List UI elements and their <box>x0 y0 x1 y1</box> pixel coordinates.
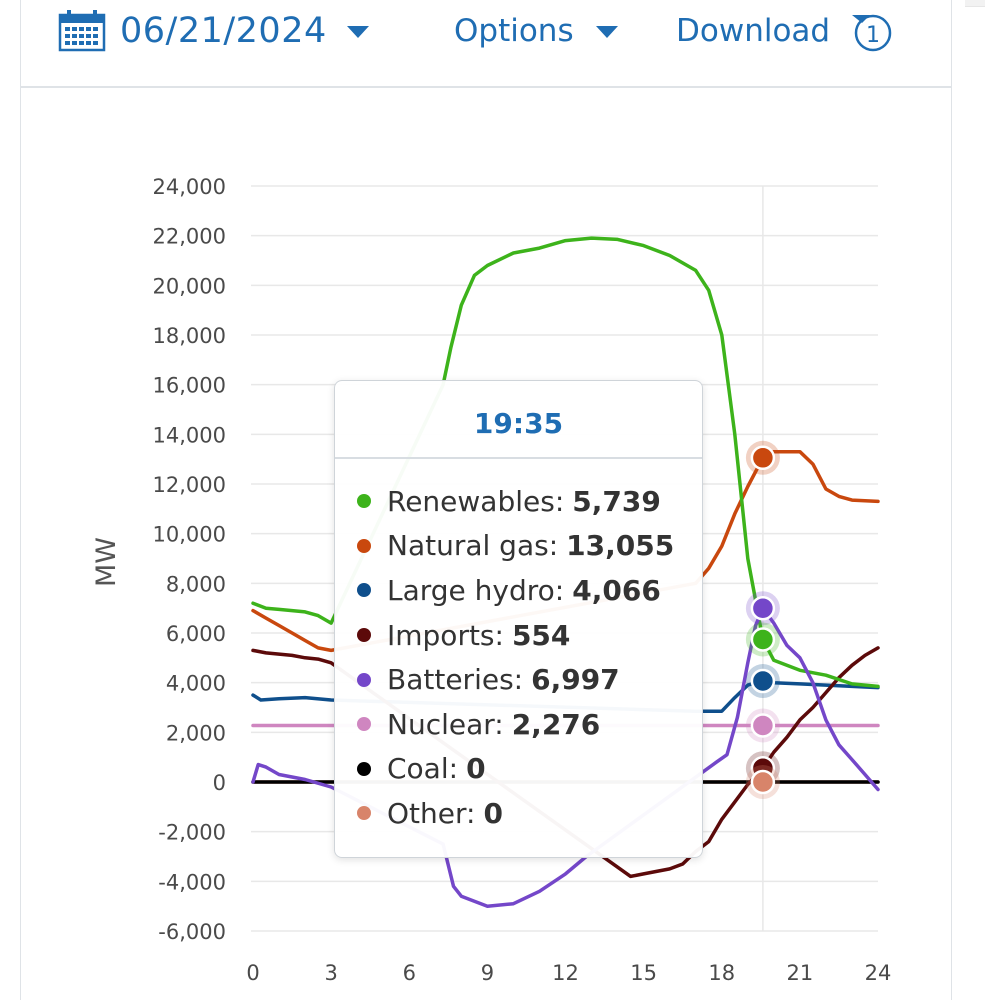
tooltip-row-value: 0 <box>466 752 486 786</box>
y-tick-label: 6,000 <box>166 622 226 646</box>
series-line-natural-gas <box>251 449 880 653</box>
x-tick-label: 0 <box>246 961 259 985</box>
y-axis: 24,000 22,000 20,000 18,000 16,000 14,000 12,0… <box>153 175 226 944</box>
chart-toolbar: 06/21/2024 Options Download 1 <box>0 0 985 60</box>
header-divider <box>20 86 951 88</box>
tooltip-row-label: Batteries: <box>387 663 524 697</box>
series-line-batteries <box>251 606 880 908</box>
tooltip-row-label: Coal: <box>387 752 459 786</box>
y-tick-label: 22,000 <box>153 225 226 249</box>
series-dot-icon <box>357 806 371 821</box>
tooltip-rows: Renewables: 5,739 Natural gas: 13,055 Large … <box>357 479 697 836</box>
y-tick-label: 16,000 <box>153 374 226 398</box>
y-tick-label: 14,000 <box>153 423 226 447</box>
options-label: Options <box>454 13 574 49</box>
tooltip-row: Coal: 0 <box>357 747 697 792</box>
y-tick-label: -4,000 <box>158 870 226 894</box>
tooltip-row-value: 2,276 <box>511 707 601 741</box>
x-tick-label: 3 <box>324 961 337 985</box>
calendar-icon <box>58 10 106 52</box>
hover-point-other <box>745 765 780 799</box>
y-tick-label: 4,000 <box>166 672 226 696</box>
tooltip-row: Renewables: 5,739 <box>357 479 697 524</box>
download-icon: 1 <box>852 14 892 52</box>
x-tick-label: 6 <box>403 961 416 985</box>
x-tick-label: 15 <box>630 961 657 985</box>
tooltip-row-label: Other: <box>387 796 476 830</box>
hover-markers <box>745 440 780 799</box>
tooltip-row-label: Renewables: <box>387 484 565 518</box>
tooltip-row: Batteries: 6,997 <box>357 657 697 702</box>
y-tick-label: -6,000 <box>158 920 226 944</box>
y-tick-label: 24,000 <box>153 175 226 199</box>
hover-point-large-hydro <box>745 664 780 699</box>
tooltip-time: 19:35 <box>473 407 564 440</box>
hover-point-natural-gas <box>745 440 780 475</box>
options-menu-button[interactable]: Options <box>454 8 618 54</box>
hover-tooltip: 19:35 Renewables: 5,739 Natural gas: 13,055… <box>334 380 703 858</box>
tooltip-row-value: 4,066 <box>572 573 661 607</box>
y-tick-label: 10,000 <box>153 523 226 547</box>
y-tick-label: 20,000 <box>153 274 226 298</box>
tooltip-row-value: 13,055 <box>566 529 675 563</box>
series-dot-icon <box>357 672 371 687</box>
series-dot-icon <box>357 761 371 776</box>
tooltip-row-value: 0 <box>483 796 503 830</box>
x-tick-label: 9 <box>481 961 494 985</box>
y-tick-label: 0 <box>213 771 226 795</box>
hover-point-batteries <box>745 591 780 626</box>
tooltip-row: Nuclear: 2,276 <box>357 702 697 747</box>
x-tick-label: 12 <box>552 961 579 985</box>
chevron-down-icon <box>595 26 618 38</box>
download-label: Download <box>676 13 831 49</box>
series-dot-icon <box>357 538 371 553</box>
download-badge: 1 <box>866 23 880 48</box>
tooltip-row: Natural gas: 13,055 <box>357 524 697 569</box>
x-tick-label: 24 <box>865 961 892 985</box>
series-dot-icon <box>357 628 371 643</box>
tooltip-row: Large hydro: 4,066 <box>357 568 697 613</box>
tooltip-divider <box>335 457 702 459</box>
tooltip-row-label: Nuclear: <box>387 707 504 741</box>
y-tick-label: -2,000 <box>158 821 226 845</box>
tooltip-row-label: Large hydro: <box>387 573 565 607</box>
tooltip-row: Imports: 554 <box>357 613 697 658</box>
y-tick-label: 12,000 <box>153 473 226 497</box>
tooltip-row: Other: 0 <box>357 791 697 836</box>
hover-point-nuclear <box>745 708 780 743</box>
x-axis: 0 3 6 9 12 15 18 21 24 <box>246 961 891 985</box>
x-tick-label: 18 <box>708 961 735 985</box>
hover-point-renewables <box>745 622 780 657</box>
y-axis-label: MW <box>91 537 122 587</box>
date-label: 06/21/2024 <box>120 11 327 51</box>
x-tick-label: 21 <box>787 961 814 985</box>
y-tick-label: 8,000 <box>166 572 226 596</box>
date-picker[interactable]: 06/21/2024 <box>58 8 369 54</box>
series-dot-icon <box>357 583 371 598</box>
tooltip-row-value: 5,739 <box>572 484 661 518</box>
series-dot-icon <box>357 717 371 732</box>
chevron-down-icon <box>346 26 369 38</box>
tooltip-row-label: Natural gas: <box>387 529 559 563</box>
tooltip-row-value: 6,997 <box>531 663 620 697</box>
series-dot-icon <box>357 494 371 509</box>
series-line-imports <box>251 646 880 879</box>
y-tick-label: 18,000 <box>153 324 226 348</box>
download-button[interactable]: Download 1 <box>676 8 894 54</box>
series-line-large-hydro <box>251 679 880 713</box>
tooltip-row-label: Imports: <box>387 618 504 652</box>
y-tick-label: 2,000 <box>166 721 226 745</box>
tooltip-row-value: 554 <box>511 618 571 652</box>
page-edge <box>965 0 985 7</box>
